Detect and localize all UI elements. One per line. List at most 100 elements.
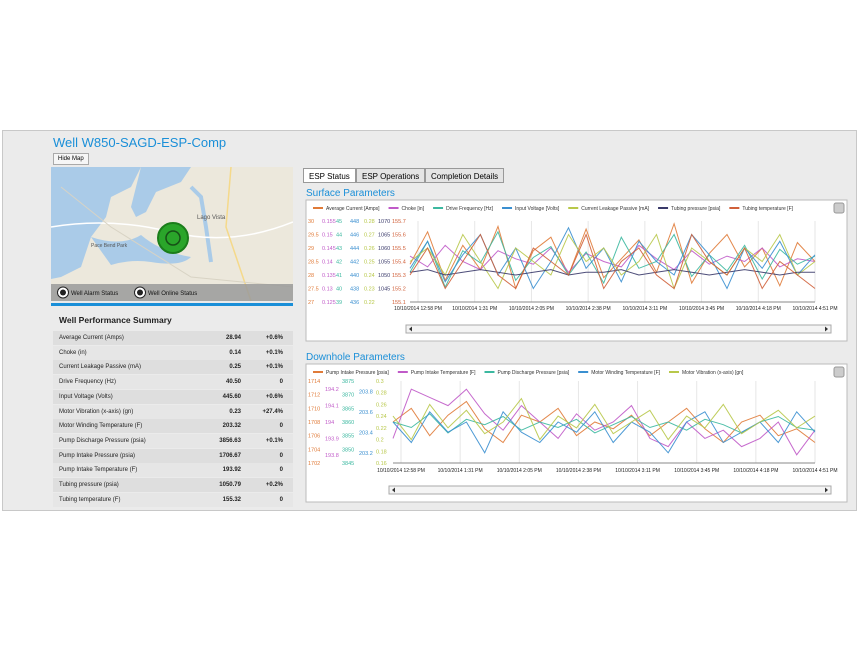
x-tick-label: 10/10/2014 3:45 PM xyxy=(679,306,724,312)
y-tick-label: 0.26 xyxy=(364,246,375,252)
y-tick-label: 1702 xyxy=(308,461,320,467)
tab[interactable]: ESP Status xyxy=(303,168,356,183)
y-tick-label: 1070 xyxy=(378,219,390,225)
y-tick-label: 1708 xyxy=(308,420,320,426)
metric-change: 0 xyxy=(279,423,283,430)
metric-value: 3856.63 xyxy=(219,437,241,444)
y-tick-label: 0.27 xyxy=(364,233,375,239)
y-tick-label: 155.7 xyxy=(392,219,406,225)
legend-label: Pump Discharge Pressure [psia] xyxy=(497,370,569,376)
y-tick-label: 203.2 xyxy=(359,451,373,457)
x-tick-label: 10/10/2014 2:38 PM xyxy=(566,306,611,312)
y-tick-label: 1714 xyxy=(308,379,320,385)
metric-name: Pump Discharge Pressure (psia) xyxy=(59,437,146,444)
y-tick-label: 3845 xyxy=(342,461,354,467)
series-line xyxy=(409,226,816,290)
legend-label: Current Leakage Passive [mA] xyxy=(581,206,649,212)
y-tick-label: 0.13 xyxy=(322,287,333,293)
scroll-left[interactable] xyxy=(409,326,412,332)
y-tick-label: 155.3 xyxy=(392,273,406,279)
tab[interactable]: Completion Details xyxy=(425,168,505,183)
y-tick-label: 1045 xyxy=(378,287,390,293)
y-tick-label: 1710 xyxy=(308,406,320,412)
series-line xyxy=(392,400,816,444)
y-tick-label: 194 xyxy=(325,420,334,426)
y-tick-label: 155.5 xyxy=(392,246,406,252)
scrollbar[interactable] xyxy=(388,485,832,495)
y-tick-label: 0.24 xyxy=(364,273,375,279)
y-tick-label: 29.5 xyxy=(308,233,319,239)
legend-label: Input Voltage [Volts] xyxy=(515,206,560,212)
y-tick-label: 438 xyxy=(350,287,359,293)
metric-name: Drive Frequency (Hz) xyxy=(59,379,117,386)
summary-row: Pump Intake Pressure (psia) 1706.67 0 xyxy=(53,448,293,463)
metric-name: Current Leakage Passive (mA) xyxy=(59,364,142,371)
metric-name: Choke (in) xyxy=(59,349,87,356)
metric-name: Motor Winding Temperature (F) xyxy=(59,423,143,430)
summary-row: Motor Winding Temperature (F) 203.32 0 xyxy=(53,419,293,434)
y-tick-label: 44 xyxy=(336,233,342,239)
y-tick-label: 3855 xyxy=(342,434,354,440)
y-tick-label: 1055 xyxy=(378,260,390,266)
metric-value: 193.92 xyxy=(222,467,241,474)
y-tick-label: 41 xyxy=(336,273,342,279)
legend-label: Motor Vibration (x-axis) [gn] xyxy=(682,370,744,376)
y-tick-label: 0.145 xyxy=(322,246,336,252)
metric-value: 203.32 xyxy=(222,423,241,430)
y-tick-label: 203.8 xyxy=(359,389,373,395)
summary-row: Pump Intake Temperature (F) 193.92 0 xyxy=(53,463,293,478)
y-tick-label: 194.1 xyxy=(325,404,339,410)
metric-change: +0.2% xyxy=(265,482,283,488)
series-line xyxy=(392,413,816,434)
tab[interactable]: ESP Operations xyxy=(356,168,426,183)
metric-change: 0 xyxy=(279,452,283,459)
y-tick-label: 203.6 xyxy=(359,410,373,416)
scrollbar[interactable] xyxy=(405,324,832,334)
legend-label: Choke [in] xyxy=(402,206,425,212)
y-tick-label: 45 xyxy=(336,219,342,225)
scroll-right[interactable] xyxy=(825,487,828,493)
y-tick-label: 193.9 xyxy=(325,436,339,442)
chart: Surface Parameters Average Current [Amps]… xyxy=(305,188,848,342)
y-tick-label: 442 xyxy=(350,260,359,266)
legend-label: Pump Intake Pressure [psia] xyxy=(326,370,389,376)
metric-change: +0.6% xyxy=(265,393,283,400)
summary-title: Well Performance Summary xyxy=(59,315,172,325)
y-tick-label: 203.4 xyxy=(359,430,373,436)
y-tick-label: 3850 xyxy=(342,447,354,453)
y-tick-label: 29 xyxy=(308,246,314,252)
hide-map-button[interactable]: Hide Map xyxy=(53,153,89,165)
well-marker[interactable] xyxy=(157,222,189,254)
y-tick-label: 0.28 xyxy=(376,391,387,397)
map-river xyxy=(189,185,213,263)
legend-label: Motor Winding Temperature [F] xyxy=(591,370,660,376)
online-icon xyxy=(137,289,143,296)
metric-value: 40.50 xyxy=(225,379,241,386)
y-tick-label: 1065 xyxy=(378,233,390,239)
scroll-left[interactable] xyxy=(392,487,395,493)
y-tick-label: 3865 xyxy=(342,406,354,412)
metric-value: 1050.79 xyxy=(219,482,241,488)
y-tick-label: 0.25 xyxy=(364,260,375,266)
y-tick-label: 155.6 xyxy=(392,233,406,239)
y-tick-label: 30 xyxy=(308,219,314,225)
metric-value: 1706.67 xyxy=(219,452,241,459)
x-tick-label: 10/10/2014 4:18 PM xyxy=(733,468,778,474)
scroll-right[interactable] xyxy=(825,326,828,332)
metric-value: 0.14 xyxy=(229,349,241,356)
y-tick-label: 0.24 xyxy=(376,414,387,420)
summary-row: Average Current (Amps) 28.94 +0.6% xyxy=(53,331,293,345)
y-tick-label: 155.1 xyxy=(392,300,406,306)
x-tick-label: 10/10/2014 4:51 PM xyxy=(792,468,837,474)
y-tick-label: 0.22 xyxy=(376,426,387,432)
chart-menu-icon[interactable] xyxy=(833,366,845,378)
metric-change: 0 xyxy=(279,496,283,503)
summary-row: Input Voltage (Volts) 445.60 +0.6% xyxy=(53,389,293,404)
chart-menu-icon[interactable] xyxy=(833,202,845,214)
y-tick-label: 436 xyxy=(350,300,359,306)
map-divider xyxy=(51,303,293,306)
x-tick-label: 10/10/2014 2:05 PM xyxy=(497,468,542,474)
y-tick-label: 0.28 xyxy=(364,219,375,225)
metric-change: 0 xyxy=(279,467,283,474)
